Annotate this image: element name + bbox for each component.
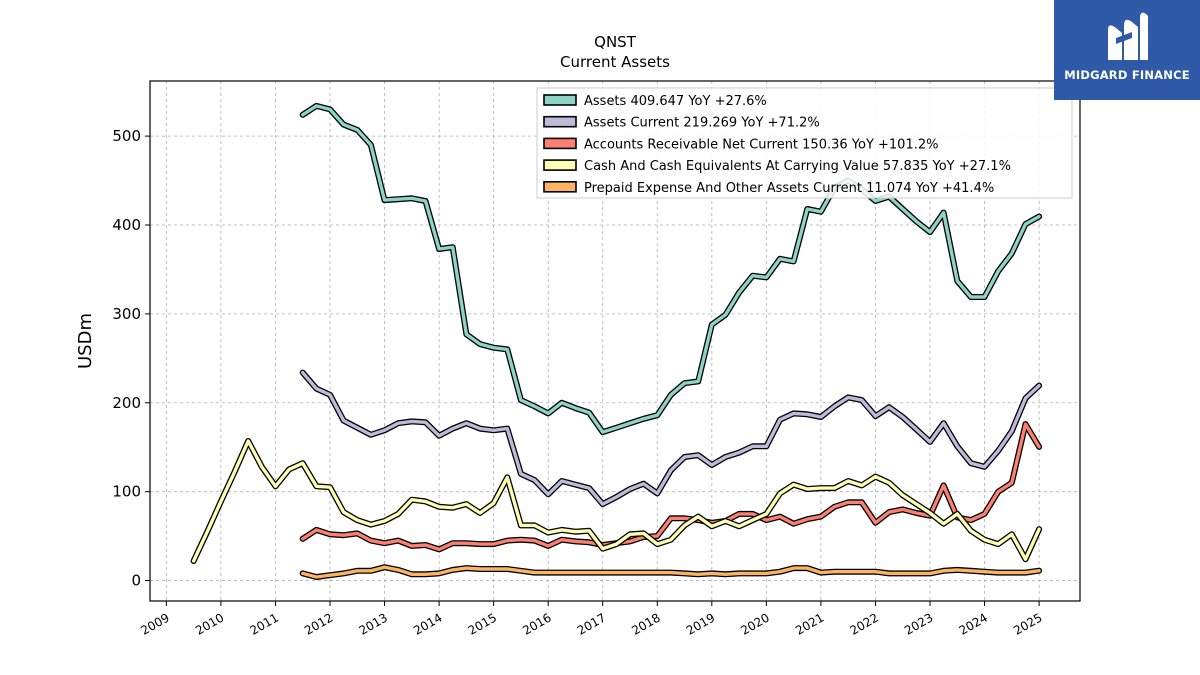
midgard-m-logo-icon — [1108, 12, 1148, 61]
series-line-4 — [299, 564, 1043, 580]
x-tick-label: 2009 — [138, 610, 171, 637]
legend-label: Cash And Cash Equivalents At Carrying Va… — [584, 159, 1011, 174]
y-tick-label: 100 — [112, 483, 141, 501]
x-tick-label: 2011 — [248, 610, 281, 637]
legend-swatch — [543, 181, 577, 193]
x-tick-label: 2020 — [738, 610, 771, 637]
y-axis-label: USDm — [75, 313, 96, 369]
legend-label: Accounts Receivable Net Current 150.36 Y… — [584, 137, 939, 152]
x-tick-label: 2023 — [902, 610, 935, 637]
series-line-2 — [299, 421, 1043, 553]
series-stroke — [301, 565, 1041, 579]
legend-label: Assets Current 219.269 YoY +71.2% — [584, 116, 820, 131]
x-tick-label: 2016 — [520, 610, 553, 637]
series-stroke — [301, 422, 1041, 552]
series-line-3 — [190, 438, 1043, 564]
chart-title: QNST — [594, 33, 637, 51]
x-tick-label: 2025 — [1011, 610, 1044, 637]
series-stroke — [301, 370, 1041, 506]
y-tick-label: 500 — [112, 127, 141, 145]
x-tick-label: 2010 — [193, 610, 226, 637]
x-axis: 2009 2010 2011 2012 2013 2014 2015 2016 2017 2018… — [138, 601, 1045, 638]
y-tick-label: 300 — [112, 305, 141, 323]
legend-swatch — [543, 115, 577, 128]
x-tick-label: 2015 — [466, 610, 499, 637]
series-stroke — [301, 104, 1041, 434]
legend-swatch — [543, 137, 577, 150]
y-tick-label: 400 — [112, 216, 141, 234]
series-line-1 — [299, 369, 1043, 508]
x-tick-label: 2013 — [357, 610, 390, 637]
chart-subtitle: Current Assets — [560, 53, 670, 71]
x-tick-label: 2014 — [411, 610, 444, 637]
y-axis: 0 100 200 300 400 500 — [112, 127, 150, 590]
series-lines — [190, 102, 1043, 580]
x-tick-label: 2018 — [629, 610, 662, 637]
legend-box — [536, 87, 1073, 199]
series-stroke — [191, 439, 1041, 563]
x-tick-label: 2012 — [302, 610, 335, 637]
x-tick-label: 2019 — [684, 610, 717, 637]
legend-swatch — [543, 94, 577, 106]
y-tick-label: 0 — [131, 572, 141, 590]
series-line-0 — [299, 102, 1043, 436]
plot-area — [149, 80, 1081, 602]
x-tick-label: 2017 — [575, 610, 608, 637]
legend-swatch — [543, 159, 577, 171]
x-tick-label: 2021 — [793, 610, 826, 637]
legend-label: Prepaid Expense And Other Assets Current… — [584, 181, 994, 196]
legend: Assets 409.647 YoY +27.6% Assets Current … — [536, 87, 1073, 199]
legend-label: Assets 409.647 YoY +27.6% — [584, 94, 767, 109]
logo-text: MIDGARD FINANCE — [1064, 68, 1190, 82]
x-tick-label: 2022 — [848, 610, 881, 637]
y-tick-label: 200 — [112, 394, 141, 412]
x-tick-label: 2024 — [957, 610, 990, 637]
midgard-finance-logo: MIDGARD FINANCE — [1054, 0, 1200, 100]
